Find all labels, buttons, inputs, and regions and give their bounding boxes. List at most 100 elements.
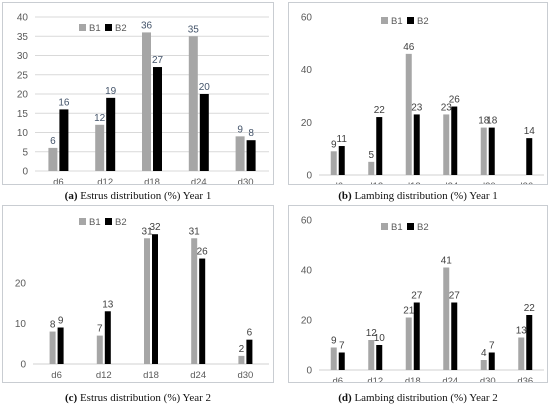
x-tick-label: d6 <box>332 376 343 382</box>
y-tick-label: 10 <box>15 319 27 330</box>
bar-b2 <box>246 339 253 364</box>
y-tick-label: 0 <box>306 171 312 182</box>
caption-text: Estrus distribution (%) Year 1 <box>77 190 212 202</box>
data-label: 8 <box>50 320 56 331</box>
data-label: 11 <box>337 134 348 145</box>
caption-b: (b) Lambing distribution (%) Year 1 <box>288 190 548 202</box>
data-label: 41 <box>441 256 453 267</box>
bar-b2 <box>526 138 533 175</box>
legend-swatch-b1 <box>79 24 86 31</box>
bar-b2 <box>199 94 209 171</box>
x-tick-label: d36 <box>517 181 533 184</box>
data-label: 22 <box>524 303 536 314</box>
data-label: 4 <box>481 348 487 359</box>
y-tick-label: 0 <box>22 167 28 178</box>
data-label: 9 <box>331 336 337 347</box>
data-label: 31 <box>189 226 201 237</box>
bar-b2 <box>451 106 458 175</box>
y-tick-label: 5 <box>22 147 28 158</box>
data-label: 20 <box>199 82 211 93</box>
bar-b1 <box>144 238 150 364</box>
bar-b1 <box>49 331 56 364</box>
caption-c: (c) Estrus distribution (%) Year 2 <box>2 392 274 404</box>
bar-b1 <box>368 161 375 175</box>
x-tick-label: d12 <box>367 181 383 184</box>
y-tick-label: 25 <box>17 70 29 81</box>
data-label: 27 <box>449 291 461 302</box>
data-label: 27 <box>411 291 423 302</box>
data-label: 9 <box>237 124 243 135</box>
bar-b1 <box>480 360 487 370</box>
data-label: 7 <box>489 341 495 352</box>
x-tick-label: d18 <box>144 177 160 184</box>
bar-b1 <box>235 136 245 171</box>
bar-b2 <box>106 97 116 171</box>
caption-tag: (b) <box>338 190 352 202</box>
bar-b2 <box>152 234 158 364</box>
bar-b2 <box>199 258 206 364</box>
legend-label: B1 <box>391 16 403 27</box>
data-label: 13 <box>516 326 528 337</box>
bar-b2 <box>57 327 64 364</box>
data-label: 26 <box>197 247 209 258</box>
bar-b2 <box>526 315 533 370</box>
data-label: 7 <box>97 324 103 335</box>
legend-swatch-b2 <box>407 17 414 24</box>
x-tick-label: d30 <box>238 177 254 184</box>
bar-b2 <box>59 109 69 171</box>
bar-b1 <box>443 267 450 370</box>
data-label: 21 <box>403 306 415 317</box>
bar-b1 <box>443 114 450 175</box>
x-tick-label: d6 <box>51 370 62 381</box>
chart-panel-d: 0 20 40 60 B1 B2 9 7 d6 12 10 d12 21 27 d18 41 27 d24 4 7 d3… <box>288 205 548 383</box>
bar-b1 <box>518 337 525 370</box>
data-label: 6 <box>247 328 253 339</box>
data-label: 5 <box>368 150 374 161</box>
caption-tag: (a) <box>64 190 78 202</box>
x-tick-label: d24 <box>191 177 207 184</box>
caption-tag: (d) <box>338 392 352 404</box>
data-label: 12 <box>366 328 378 339</box>
data-label: 18 <box>478 116 490 127</box>
bar-b1 <box>330 347 337 370</box>
legend-label: B2 <box>115 217 127 228</box>
x-tick-label: d24 <box>190 370 206 381</box>
data-label: 9 <box>331 139 337 150</box>
legend-swatch-b2 <box>105 218 112 225</box>
legend-label: B2 <box>417 222 429 233</box>
x-tick-label: d30 <box>237 370 253 381</box>
data-label: 27 <box>152 55 164 66</box>
x-tick-label: d30 <box>480 376 496 382</box>
legend-swatch-b2 <box>105 24 112 31</box>
bar-b2 <box>153 67 162 171</box>
x-tick-label: d36 <box>517 376 533 382</box>
bar-b1 <box>188 36 198 171</box>
data-label: 10 <box>374 333 386 344</box>
bar-b2 <box>451 302 458 370</box>
bar-b1 <box>142 32 151 172</box>
y-tick-label: 60 <box>301 13 313 24</box>
data-label: 35 <box>188 24 200 35</box>
data-label: 2 <box>239 344 245 355</box>
data-label: 12 <box>94 113 106 124</box>
legend-label: B1 <box>89 217 101 228</box>
data-label: 8 <box>248 128 254 139</box>
data-label: 36 <box>141 20 153 31</box>
legend-label: B2 <box>417 16 429 27</box>
legend-swatch-b1 <box>79 218 86 225</box>
y-tick-label: 0 <box>20 360 26 371</box>
legend-swatch-b1 <box>381 223 388 230</box>
caption-text: Lambing distribution (%) Year 2 <box>351 392 498 404</box>
caption-tag: (c) <box>64 392 78 404</box>
bar-b1 <box>405 53 412 175</box>
chart-panel-b: 0204060B1B2911d6522d124623d182326d241818… <box>288 2 548 185</box>
data-label: 18 <box>486 116 498 127</box>
y-tick-label: 20 <box>17 90 29 101</box>
bar-b2 <box>104 311 111 364</box>
y-tick-label: 10 <box>17 128 29 139</box>
chart-a: 0 5 10 15 20 25 30 35 40 B1 B2 6 16 d6 12 19 d12 36 27 d18 3… <box>17 13 269 184</box>
data-label: 9 <box>58 316 64 327</box>
x-tick-label: d18 <box>405 376 421 382</box>
